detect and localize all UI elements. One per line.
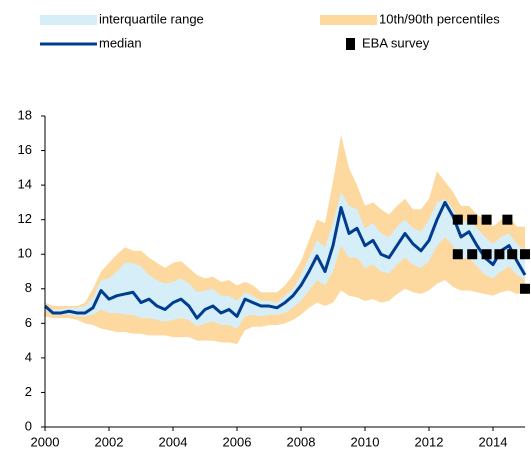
legend-swatch xyxy=(320,15,377,25)
x-tick-label: 2000 xyxy=(31,434,60,449)
y-tick-label: 8 xyxy=(25,280,32,295)
y-tick-label: 14 xyxy=(18,177,32,192)
x-tick-label: 2006 xyxy=(223,434,252,449)
survey-point xyxy=(452,249,463,260)
legend-swatch xyxy=(40,15,97,25)
y-tick-label: 2 xyxy=(25,384,32,399)
legend-label: interquartile range xyxy=(99,11,204,26)
legend-label: median xyxy=(99,35,142,50)
x-tick-label: 2004 xyxy=(159,434,188,449)
survey-point xyxy=(507,249,518,260)
x-tick-label: 2008 xyxy=(287,434,316,449)
band xyxy=(45,192,525,329)
y-tick-label: 10 xyxy=(18,246,32,261)
y-tick-label: 0 xyxy=(25,418,32,433)
survey-point xyxy=(467,249,478,260)
y-tick-label: 4 xyxy=(25,349,32,364)
x-tick-label: 2010 xyxy=(351,434,380,449)
survey-point xyxy=(452,214,463,225)
survey-point xyxy=(494,249,505,260)
x-tick-label: 2002 xyxy=(95,434,124,449)
survey-point xyxy=(502,214,513,225)
y-tick-label: 18 xyxy=(18,107,32,122)
x-tick-label: 2012 xyxy=(415,434,444,449)
survey-point xyxy=(481,249,492,260)
survey-point xyxy=(467,214,478,225)
y-tick-label: 6 xyxy=(25,315,32,330)
survey-point xyxy=(520,249,530,260)
median-line xyxy=(44,200,527,320)
legend-label: 10th/90th percentiles xyxy=(379,11,500,26)
y-tick-label: 12 xyxy=(18,211,32,226)
survey-point xyxy=(520,283,530,294)
y-tick-label: 16 xyxy=(18,142,32,157)
survey-point xyxy=(481,214,492,225)
x-tick-label: 2014 xyxy=(479,434,508,449)
legend-swatch xyxy=(346,38,355,50)
legend-label: EBA survey xyxy=(362,35,430,50)
